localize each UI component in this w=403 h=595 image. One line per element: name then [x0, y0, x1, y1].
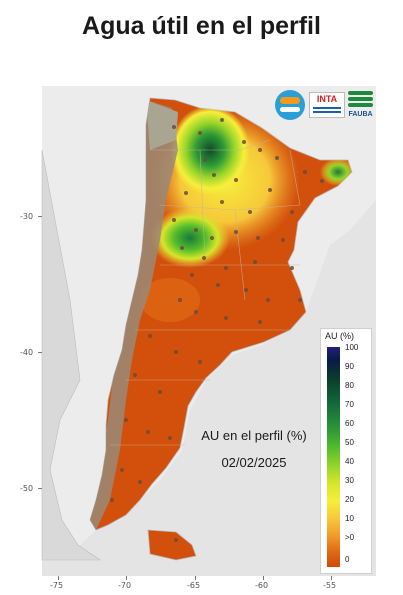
x-tick-label: -75 [50, 581, 64, 590]
legend-tick: 10 [345, 514, 354, 523]
y-tick-mark [38, 488, 42, 489]
legend-tick: 40 [345, 457, 354, 466]
map-variable-label: AU en el perfil (%) [201, 428, 307, 443]
tierra-del-fuego [147, 529, 197, 561]
legend-tick: 60 [345, 419, 354, 428]
legend-tick: >0 [345, 533, 355, 542]
logos: INTA FAUBA [275, 89, 375, 121]
legend-tick: 30 [345, 476, 354, 485]
y-tick-mark [38, 216, 42, 217]
legend-tick: 80 [345, 381, 354, 390]
x-tick-label: -55 [323, 581, 337, 590]
chile-coast [41, 149, 101, 561]
legend-tick: 70 [345, 400, 354, 409]
x-tick-mark [126, 576, 127, 580]
x-tick-mark [58, 576, 59, 580]
color-legend: AU (%) 100 90 80 70 60 50 40 30 20 10 >0… [320, 328, 372, 574]
fauba-logo-text: FAUBA [348, 111, 373, 118]
legend-tick: 100 [345, 343, 359, 352]
legend-tick: 50 [345, 438, 354, 447]
x-tick-label: -70 [118, 581, 132, 590]
legend-tick: 90 [345, 362, 354, 371]
legend-title: AU (%) [325, 331, 354, 341]
inta-logo-text: INTA [316, 94, 338, 104]
y-tick-label: -50 [20, 484, 34, 493]
inta-logo: INTA [309, 92, 345, 118]
x-tick-label: -60 [255, 581, 269, 590]
fauba-logo: FAUBA [346, 89, 375, 121]
map-title: Agua útil en el perfil [82, 12, 321, 40]
x-tick-mark [331, 576, 332, 580]
legend-color-bar [327, 347, 340, 567]
y-tick-label: -40 [20, 348, 34, 357]
legend-tick: 20 [345, 495, 354, 504]
weather-logo-icon [275, 90, 305, 120]
legend-tick: 0 [345, 555, 350, 564]
x-tick-mark [195, 576, 196, 580]
map-date-label: 02/02/2025 [221, 455, 287, 470]
x-tick-label: -65 [187, 581, 201, 590]
x-tick-mark [263, 576, 264, 580]
y-tick-mark [38, 352, 42, 353]
y-tick-label: -30 [20, 212, 34, 221]
